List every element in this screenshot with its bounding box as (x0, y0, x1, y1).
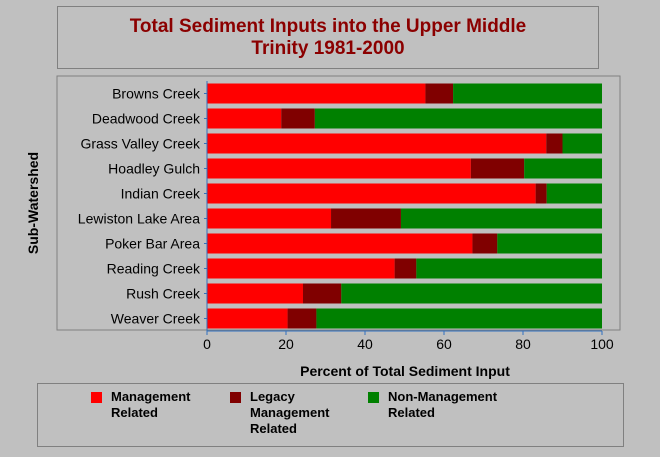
y-tick-label-deadwood-creek: Deadwood Creek (92, 111, 201, 127)
bar-reading-creek-management-related (207, 258, 395, 279)
y-tick-label-weaver-creek: Weaver Creek (111, 311, 201, 327)
bar-lewiston-lake-area-non-management-related (400, 208, 602, 229)
y-tick-label-reading-creek: Reading Creek (107, 261, 201, 277)
legend-swatch-legacy (230, 392, 241, 403)
y-tick-label-hoadley-gulch: Hoadley Gulch (108, 161, 200, 177)
bar-indian-creek-management-related (207, 183, 536, 204)
bar-browns-creek-legacy-management-related (425, 83, 454, 104)
bars-group (207, 83, 602, 329)
legend-swatch-non-management (368, 392, 379, 403)
y-tick-label-rush-creek: Rush Creek (126, 286, 201, 302)
y-tick-label-grass-valley-creek: Grass Valley Creek (80, 136, 201, 152)
bar-deadwood-creek-non-management-related (314, 108, 602, 129)
legend-label-legacy: Legacy Management Related (250, 389, 330, 436)
bar-reading-creek-legacy-management-related (394, 258, 417, 279)
bar-hoadley-gulch-management-related (207, 158, 471, 179)
bar-rush-creek-management-related (207, 283, 303, 304)
bar-weaver-creek-legacy-management-related (287, 308, 317, 329)
bar-weaver-creek-non-management-related (316, 308, 602, 329)
bar-hoadley-gulch-non-management-related (524, 158, 602, 179)
bar-grass-valley-creek-legacy-management-related (546, 133, 563, 154)
legend: Management Related Legacy Management Rel… (37, 383, 624, 447)
bar-grass-valley-creek-management-related (207, 133, 547, 154)
bar-rush-creek-legacy-management-related (302, 283, 342, 304)
y-tick-label-lewiston-lake-area: Lewiston Lake Area (78, 211, 200, 227)
bar-poker-bar-area-non-management-related (497, 233, 602, 254)
legend-label-non-management: Non-Management Related (388, 389, 498, 420)
legend-item-management: Management Related (91, 389, 190, 421)
bar-indian-creek-non-management-related (546, 183, 602, 204)
chart-title-line-1: Total Sediment Inputs into the Upper Mid… (129, 15, 527, 37)
bar-reading-creek-non-management-related (416, 258, 602, 279)
bar-deadwood-creek-legacy-management-related (281, 108, 315, 129)
bar-lewiston-lake-area-management-related (207, 208, 332, 229)
y-tick-label-indian-creek: Indian Creek (121, 186, 201, 202)
bar-poker-bar-area-management-related (207, 233, 473, 254)
bar-rush-creek-non-management-related (341, 283, 602, 304)
bar-poker-bar-area-legacy-management-related (472, 233, 498, 254)
y-axis-label: Sub-Watershed (25, 152, 41, 254)
bar-browns-creek-management-related (207, 83, 426, 104)
bar-grass-valley-creek-non-management-related (562, 133, 602, 154)
bar-weaver-creek-management-related (207, 308, 288, 329)
x-tick-label-40: 40 (357, 336, 373, 352)
legend-item-legacy: Legacy Management Related (230, 389, 329, 437)
x-axis-label: Percent of Total Sediment Input (300, 363, 510, 379)
y-tick-label-poker-bar-area: Poker Bar Area (105, 236, 200, 252)
bar-hoadley-gulch-legacy-management-related (470, 158, 525, 179)
x-tick-label-20: 20 (278, 336, 294, 352)
axis-group: Browns Creek Deadwood Creek Grass Valley C… (78, 81, 614, 352)
x-tick-label-0: 0 (203, 336, 211, 352)
chart-title-line-2: Trinity 1981-2000 (251, 37, 405, 59)
bar-indian-creek-legacy-management-related (535, 183, 547, 204)
x-tick-label-80: 80 (515, 336, 531, 352)
chart-title: Total Sediment Inputs into the Upper Mid… (57, 6, 599, 69)
y-tick-label-browns-creek: Browns Creek (112, 86, 201, 102)
x-tick-label-100: 100 (590, 336, 614, 352)
bar-lewiston-lake-area-legacy-management-related (331, 208, 401, 229)
bar-deadwood-creek-management-related (207, 108, 282, 129)
legend-label-management: Management Related (111, 389, 191, 420)
legend-swatch-management (91, 392, 102, 403)
legend-item-non-management: Non-Management Related (368, 389, 497, 421)
x-tick-label-60: 60 (436, 336, 452, 352)
bar-browns-creek-non-management-related (453, 83, 602, 104)
